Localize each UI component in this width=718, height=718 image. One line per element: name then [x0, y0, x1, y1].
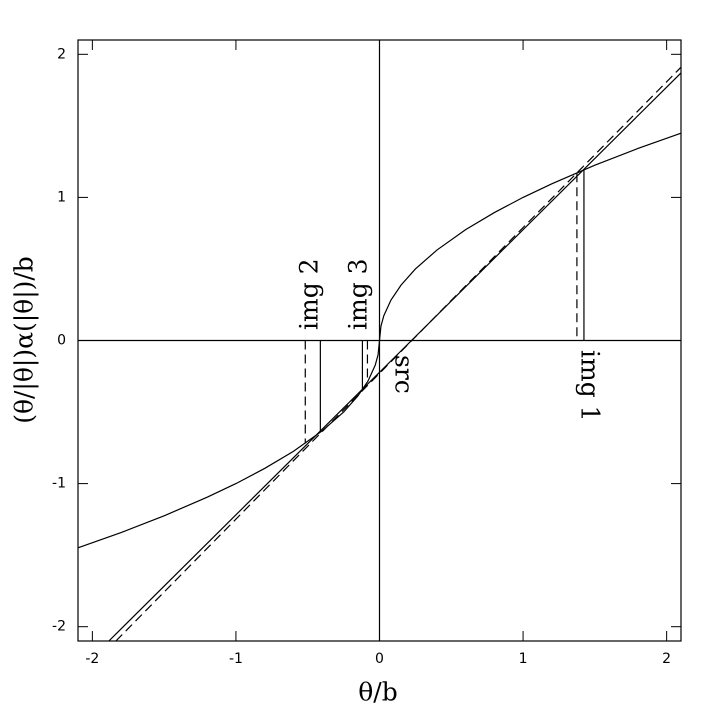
annotation: img 2	[295, 258, 324, 330]
y-tick-label: 1	[57, 189, 66, 205]
annotation: img 1	[576, 350, 605, 422]
annotation: src	[390, 355, 419, 394]
x-tick-label: -2	[85, 651, 99, 667]
curve	[115, 66, 682, 642]
x-tick-label: 1	[519, 651, 528, 667]
x-tick-label: -1	[229, 651, 243, 667]
x-tick-label: 0	[375, 651, 384, 667]
y-tick-label: 2	[57, 46, 66, 62]
annotation: img 3	[344, 258, 373, 330]
y-axis-label: (θ/|θ|)α(|θ|)/b	[10, 256, 40, 424]
y-tick-label: 0	[57, 333, 66, 349]
x-axis-label: θ/b	[358, 678, 397, 707]
x-tick-label: 2	[662, 651, 671, 667]
y-tick-label: -1	[52, 476, 66, 492]
y-tick-label: -2	[52, 619, 66, 635]
